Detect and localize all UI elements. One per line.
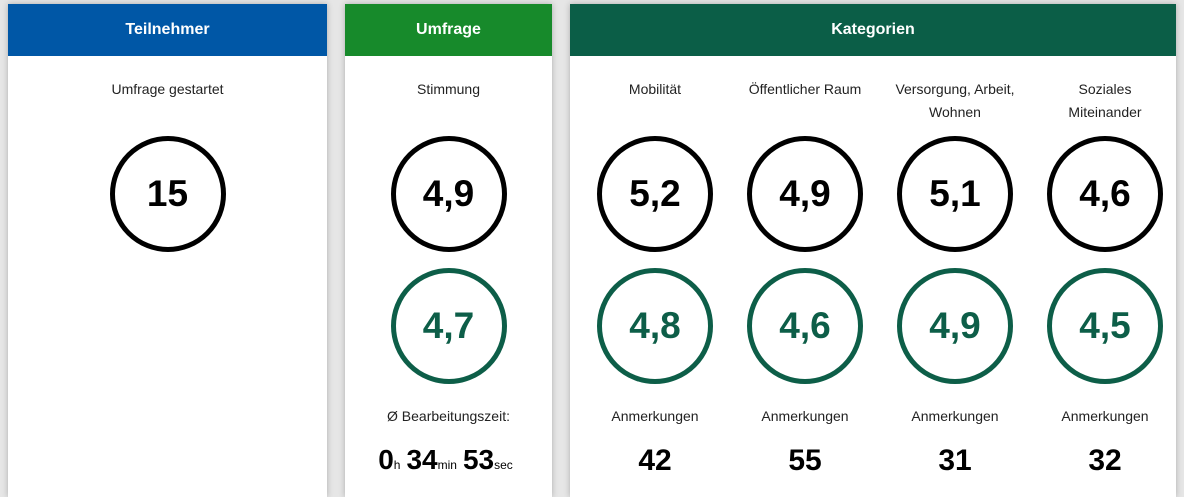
value-circle-green: 4,6 <box>747 268 863 384</box>
category-label: Soziales Miteinander <box>1068 81 1142 120</box>
notes-count: 32 <box>1088 444 1122 477</box>
participants-panel: Teilnehmer Umfrage gestartet 15 <box>8 4 327 497</box>
category-label: Mobilität <box>628 81 682 97</box>
survey-panel: Umfrage Stimmung 4,9 4,7 Ø Bearbeitungsz… <box>345 4 552 497</box>
notes-label: Anmerkungen <box>1061 408 1149 424</box>
value-circle: 4,6 <box>1047 136 1163 252</box>
category-column: Mobilität 5,2 4,8 Anmerkungen 42 <box>580 56 730 497</box>
notes-count: 55 <box>788 444 822 477</box>
survey-column: Stimmung 4,9 4,7 Ø Bearbeitungszeit: 0h 3… <box>345 56 552 497</box>
notes-label: Anmerkungen <box>911 408 999 424</box>
notes-count: 42 <box>638 444 672 477</box>
category-column: Öffentlicher Raum 4,9 4,6 Anmerkungen 55 <box>730 56 880 497</box>
value-circle: 5,2 <box>597 136 713 252</box>
value-circle-green: 4,5 <box>1047 268 1163 384</box>
category-column: Soziales Miteinander 4,6 4,5 Anmerkungen 32 <box>1030 56 1180 497</box>
time-number: 34 <box>406 444 438 475</box>
category-column: Versorgung, Arbeit, Wohnen 5,1 4,9 Anmerkun… <box>880 56 1030 497</box>
categories-panel: Kategorien Mobilität 5,2 4,8 Anmerkungen 42 Ö… <box>570 4 1176 497</box>
time-label: Ø Bearbeitungszeit: <box>387 408 510 424</box>
notes-count: 31 <box>938 444 972 477</box>
time-unit: sec <box>494 458 513 472</box>
value-circle-green: 4,9 <box>897 268 1013 384</box>
value-circle-green: 4,8 <box>597 268 713 384</box>
value-circle: 15 <box>109 136 226 252</box>
notes-label: Anmerkungen <box>611 408 699 424</box>
label: Umfrage gestartet <box>111 81 224 97</box>
value-circle: 5,1 <box>897 136 1013 252</box>
value-circle-green: 4,7 <box>390 268 507 384</box>
time-number: 53 <box>462 444 495 475</box>
time-number: 0 <box>378 444 394 475</box>
category-label: Versorgung, Arbeit, Wohnen <box>895 81 1015 120</box>
notes-label: Anmerkungen <box>761 408 849 424</box>
category-label: Öffentlicher Raum <box>748 81 862 97</box>
time-value: 0h 34min 53sec <box>345 444 552 476</box>
value-circle: 4,9 <box>390 136 507 252</box>
label: Stimmung <box>416 81 481 97</box>
time-unit: h <box>393 458 401 472</box>
panel-header: Teilnehmer <box>8 4 327 56</box>
panel-header: Umfrage <box>345 4 552 56</box>
time-unit: min <box>437 458 457 472</box>
participants-column: Umfrage gestartet 15 <box>8 56 327 497</box>
panel-header: Kategorien <box>570 4 1176 56</box>
value-circle: 4,9 <box>747 136 863 252</box>
